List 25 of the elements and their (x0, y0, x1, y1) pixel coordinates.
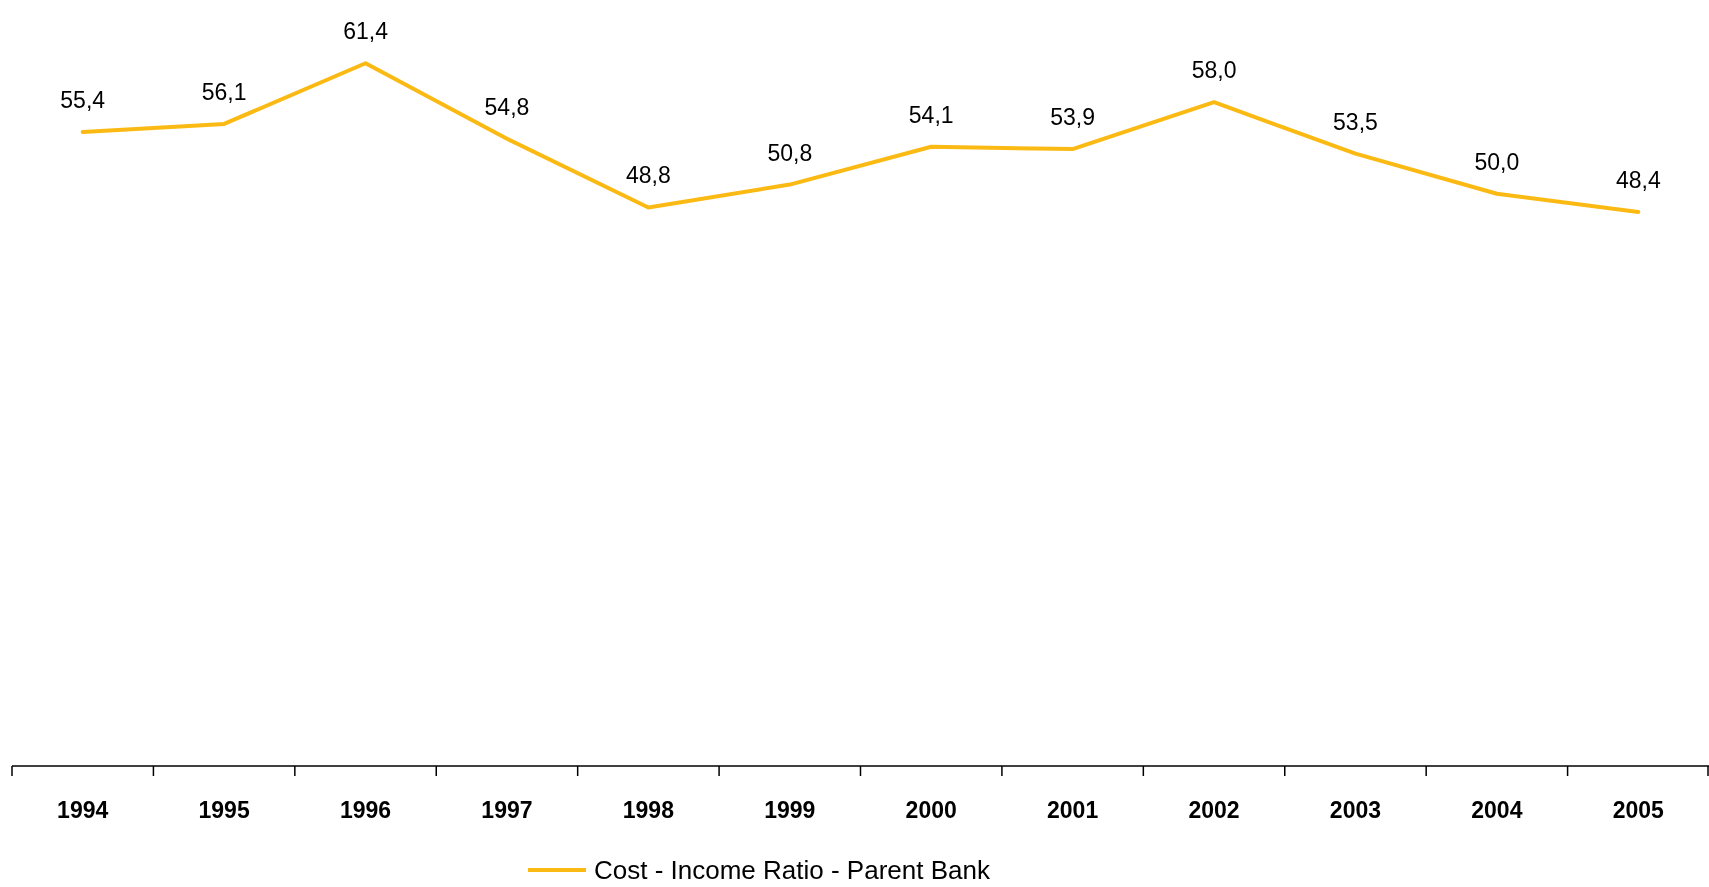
data-label: 48,4 (1615, 167, 1661, 194)
data-label: 54,8 (484, 93, 530, 120)
x-tick-label: 1994 (57, 797, 109, 823)
data-label: 56,1 (201, 78, 247, 105)
x-tick-label: 2004 (1471, 797, 1523, 823)
data-label: 54,1 (908, 101, 954, 128)
x-tick-label: 2003 (1329, 797, 1382, 823)
x-tick-label: 2002 (1188, 797, 1240, 823)
x-tick-label: 1999 (764, 797, 816, 823)
x-tick-label: 2005 (1612, 797, 1665, 823)
x-tick-label: 1996 (339, 797, 392, 823)
x-tick-label: 1995 (198, 797, 250, 823)
data-label: 50,8 (767, 139, 813, 166)
x-tick-label: 1998 (622, 797, 675, 823)
legend-label: Cost - Income Ratio - Parent Bank (594, 855, 991, 885)
data-label: 55,4 (60, 86, 106, 113)
data-label: 61,4 (343, 18, 389, 45)
x-tick-label: 1997 (481, 797, 533, 823)
data-label: 53,9 (1050, 104, 1096, 131)
x-tick-label: 2000 (905, 797, 957, 823)
x-tick-label: 2001 (1047, 797, 1099, 823)
data-label: 58,0 (1191, 57, 1237, 84)
data-label: 50,0 (1474, 148, 1520, 175)
data-label: 48,8 (625, 162, 671, 189)
data-label: 53,5 (1333, 108, 1378, 135)
